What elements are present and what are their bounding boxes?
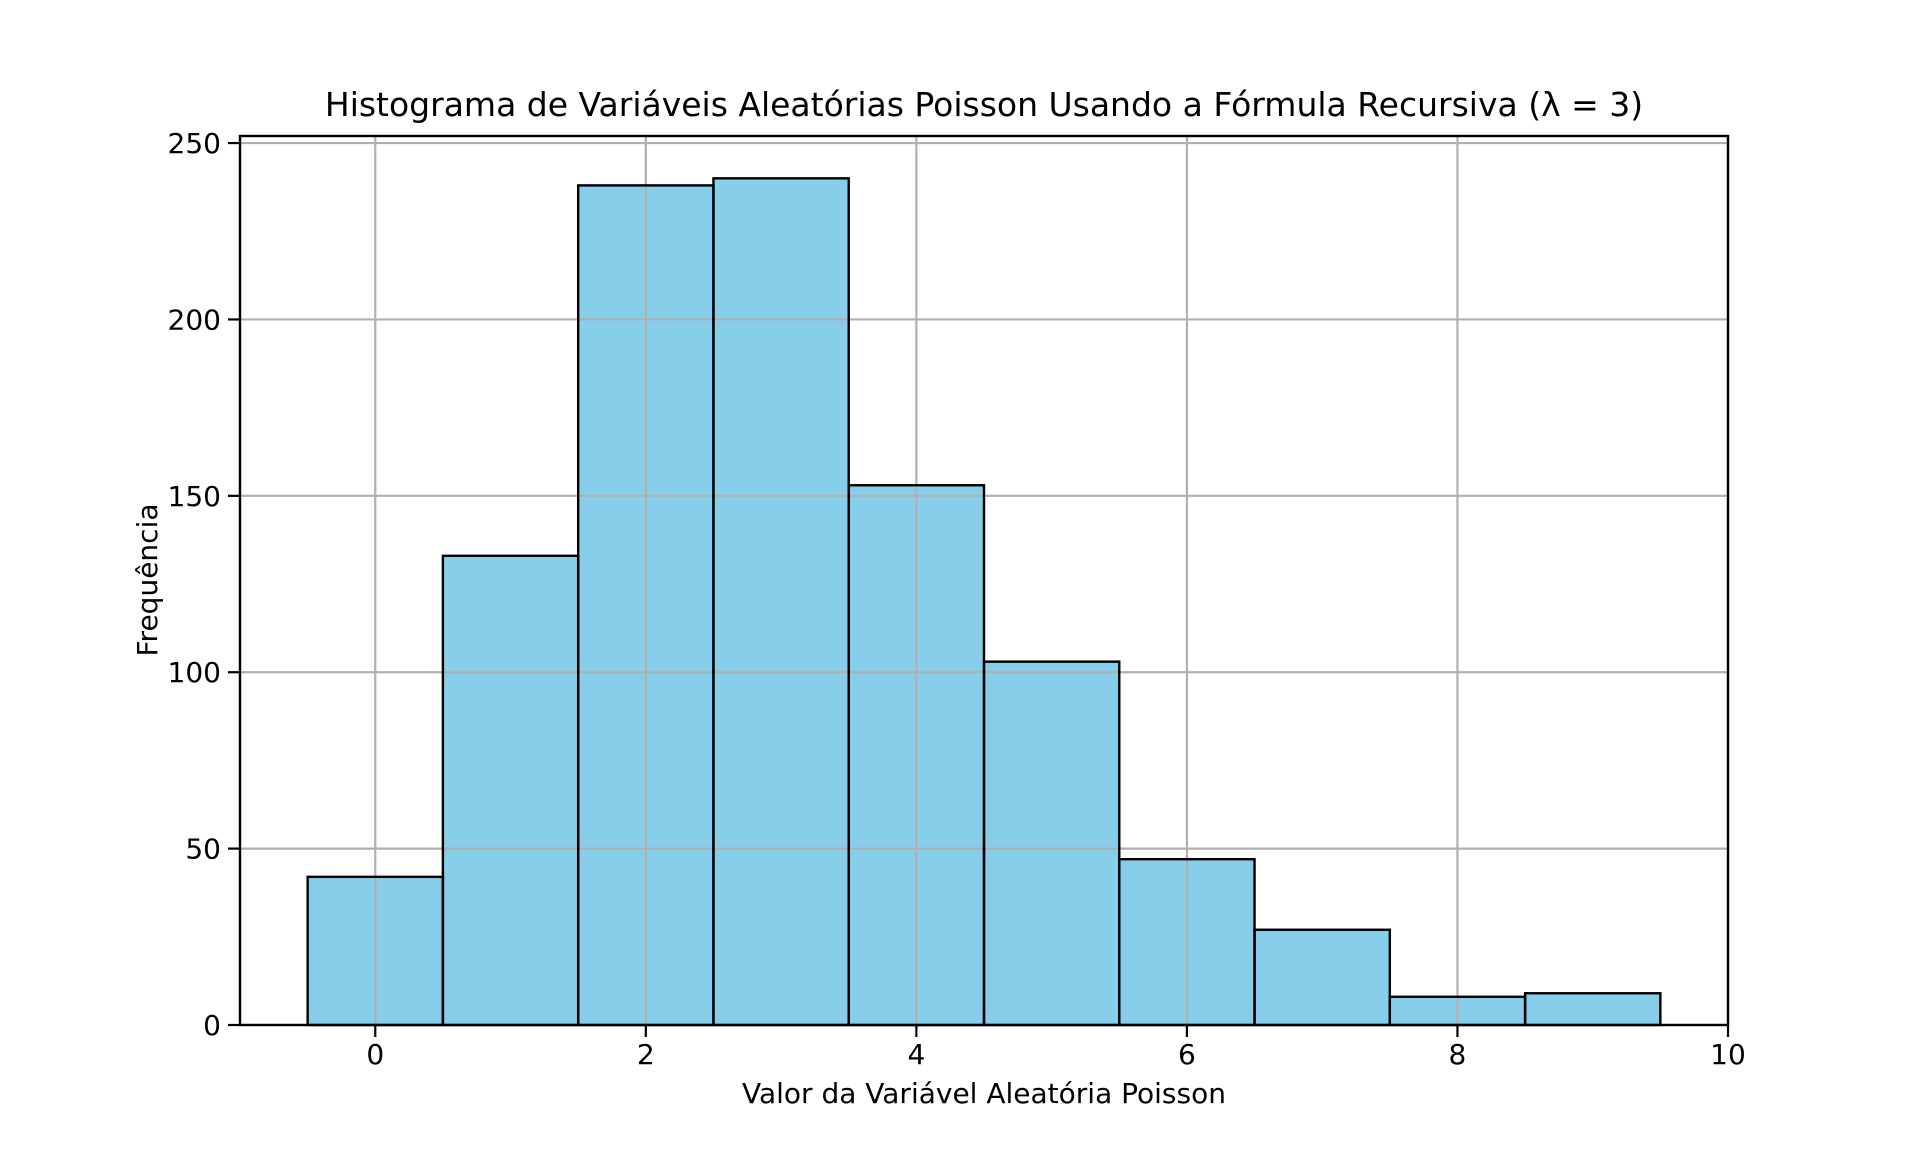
chart-title: Histograma de Variáveis Aleatórias Poiss… xyxy=(324,85,1644,124)
x-tick-label: 10 xyxy=(1710,1038,1746,1071)
y-tick-label: 100 xyxy=(168,656,221,689)
axes-frame xyxy=(238,134,1730,1027)
histogram-bar-fill xyxy=(713,178,849,1026)
y-tick-label: 200 xyxy=(168,303,221,336)
x-tick-label: 8 xyxy=(1449,1038,1467,1071)
y-tick-label: 150 xyxy=(168,480,221,513)
x-tick-label: 0 xyxy=(366,1038,384,1071)
x-tick-label: 4 xyxy=(907,1038,925,1071)
x-axis-label: Valor da Variável Aleatória Poisson xyxy=(742,1077,1226,1110)
y-axis-label: Frequência xyxy=(131,503,164,657)
histogram-bar-fill xyxy=(1254,929,1390,1025)
y-tick-label: 50 xyxy=(185,833,221,866)
histogram-bar-fill xyxy=(984,661,1120,1025)
x-tick-label: 2 xyxy=(637,1038,655,1071)
y-tick-label: 250 xyxy=(168,127,221,160)
y-tick-label: 0 xyxy=(203,1009,221,1042)
x-tick-label: 6 xyxy=(1178,1038,1196,1071)
histogram-bar-fill xyxy=(442,555,579,1025)
histogram-bar-fill xyxy=(1525,993,1661,1025)
